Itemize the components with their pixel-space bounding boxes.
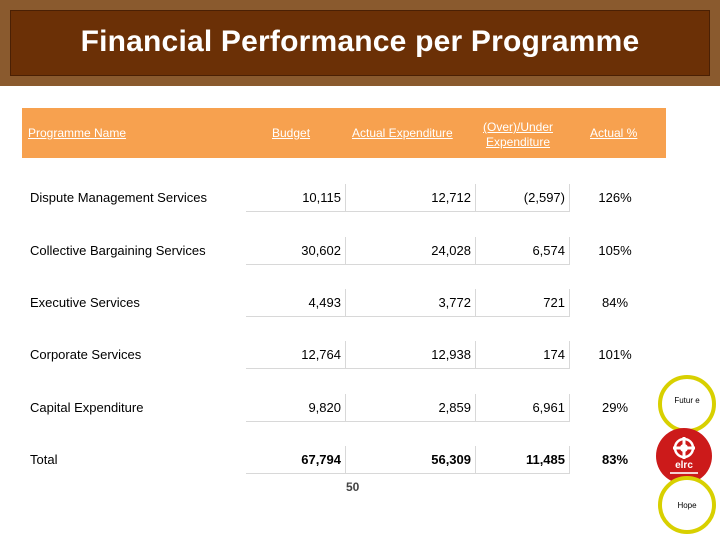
page-title: Financial Performance per Programme: [80, 25, 640, 58]
header-programme-name: Programme Name: [28, 126, 127, 140]
elrc-logo-text: elrc: [675, 460, 693, 471]
row-actual-percent: 101%: [598, 347, 632, 362]
header-actual-expenditure: Actual Expenditure: [352, 126, 453, 140]
row-actual-percent: 126%: [598, 190, 632, 205]
row-actual-percent: 83%: [601, 452, 629, 467]
elrc-logo-icon: elrc: [656, 428, 712, 484]
row-over-under: 6,574: [476, 237, 570, 265]
table-row: Executive Services 4,493 3,772 721 84%: [0, 289, 720, 317]
row-budget: 30,602: [246, 237, 346, 265]
table-row: Capital Expenditure 9,820 2,859 6,961 29…: [0, 394, 720, 422]
header-over-under: (Over)/Under Expenditure: [482, 120, 553, 149]
row-budget: 9,820: [246, 394, 346, 422]
row-over-under: (2,597): [476, 184, 570, 212]
elrc-emblem-icon: elrc: [670, 437, 698, 474]
row-programme-name: Capital Expenditure: [30, 400, 144, 415]
header-budget: Budget: [272, 126, 311, 140]
row-actual-expenditure: 12,938: [346, 341, 476, 369]
row-over-under: 721: [476, 289, 570, 317]
row-actual-expenditure: 24,028: [346, 237, 476, 265]
table-row: Dispute Management Services 10,115 12,71…: [0, 184, 720, 212]
row-actual-percent: 105%: [598, 243, 632, 258]
table-header: Programme Name Budget Actual Expenditure…: [22, 108, 666, 158]
row-budget: 10,115: [246, 184, 346, 212]
row-actual-expenditure: 56,309: [346, 446, 476, 474]
row-programme-name: Total: [30, 452, 58, 467]
row-budget: 67,794: [246, 446, 346, 474]
row-programme-name: Corporate Services: [30, 347, 142, 362]
row-over-under: 6,961: [476, 394, 570, 422]
header-actual-percent: Actual %: [590, 126, 638, 140]
hope-badge-label: Hope: [677, 501, 697, 510]
row-programme-name: Collective Bargaining Services: [30, 243, 206, 258]
row-actual-expenditure: 3,772: [346, 289, 476, 317]
row-budget: 12,764: [246, 341, 346, 369]
future-badge: Futur e: [658, 375, 716, 433]
hope-badge: Hope: [658, 476, 716, 534]
row-actual-expenditure: 12,712: [346, 184, 476, 212]
row-actual-expenditure: 2,859: [346, 394, 476, 422]
table-row: Corporate Services 12,764 12,938 174 101…: [0, 341, 720, 369]
row-over-under: 11,485: [476, 446, 570, 474]
title-frame: Financial Performance per Programme: [0, 0, 720, 86]
row-programme-name: Dispute Management Services: [30, 190, 208, 205]
page-number: 50: [346, 480, 360, 494]
row-over-under: 174: [476, 341, 570, 369]
future-badge-label: Futur e: [674, 396, 700, 405]
table-row: Collective Bargaining Services 30,602 24…: [0, 237, 720, 265]
row-budget: 4,493: [246, 289, 346, 317]
row-programme-name: Executive Services: [30, 295, 140, 310]
row-actual-percent: 84%: [601, 295, 629, 310]
table-row-total: Total 67,794 56,309 11,485 83%: [0, 446, 720, 474]
title-bar: Financial Performance per Programme: [10, 10, 710, 76]
row-actual-percent: 29%: [601, 400, 629, 415]
